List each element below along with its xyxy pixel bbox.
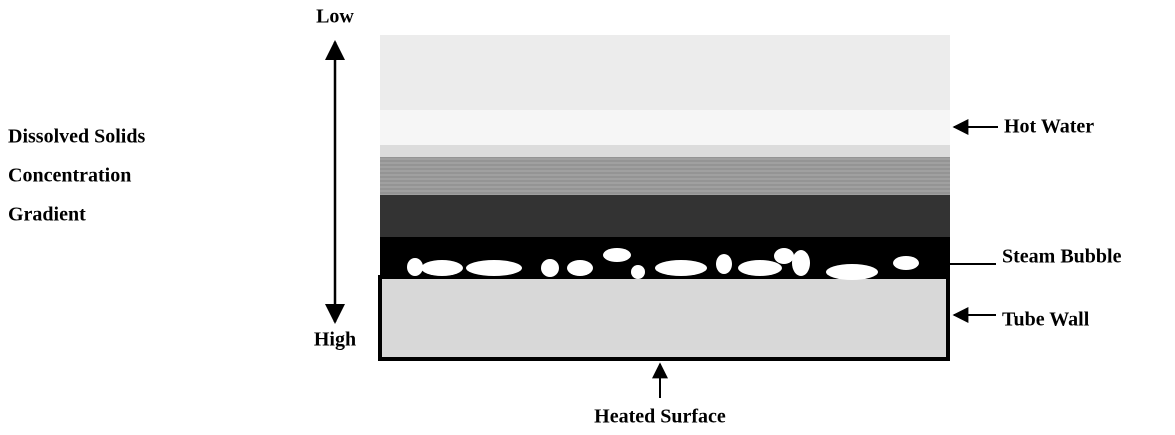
layer-mid <box>380 157 950 195</box>
bubble <box>421 260 463 276</box>
heated-surface-label: Heated Surface <box>594 406 726 428</box>
low-label: Low <box>316 6 354 28</box>
bubble <box>655 260 707 276</box>
steam-bubble-label: Steam Bubble <box>1002 246 1122 268</box>
bubble <box>541 259 559 277</box>
layer-dark <box>380 195 950 237</box>
bubble <box>567 260 593 276</box>
bubble <box>631 265 645 279</box>
tube-wall <box>378 275 950 361</box>
bubbles <box>407 248 919 280</box>
tube-wall-label: Tube Wall <box>1002 309 1090 331</box>
bubble <box>792 250 810 276</box>
bubble <box>738 260 782 276</box>
hot-water-label: Hot Water <box>1004 116 1094 138</box>
bubble <box>826 264 878 280</box>
layer-light <box>380 145 950 157</box>
gradient-label: Dissolved Solids <box>8 126 145 148</box>
bubble <box>603 248 631 262</box>
gradient-label: Gradient <box>8 204 86 226</box>
bubble <box>716 254 732 274</box>
bubble <box>407 258 423 276</box>
layer-hot-water <box>380 110 950 145</box>
bubble <box>466 260 522 276</box>
layers <box>378 35 950 361</box>
layer-top <box>380 35 950 110</box>
gradient-label: Concentration <box>8 165 131 187</box>
bubble <box>893 256 919 270</box>
high-label: High <box>314 329 356 351</box>
bubble <box>774 248 794 264</box>
